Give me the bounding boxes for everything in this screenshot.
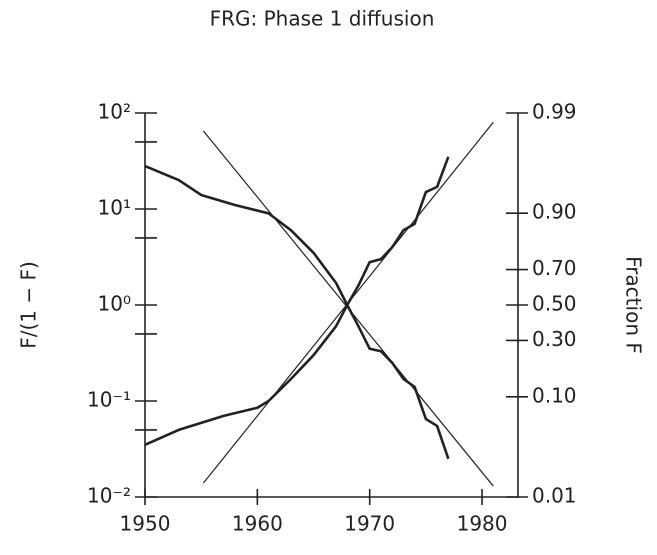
y2-tick-label: 0.50 [532,292,577,316]
x-tick-label: 1960 [232,512,283,536]
y2-tick-label: 0.01 [532,484,577,508]
y-tick-label: 10¹ [98,196,131,220]
y-tick-label: 10⁻² [87,484,131,508]
y2-tick-label: 0.99 [532,100,577,124]
y2-tick-label: 0.90 [532,200,577,224]
y2-axis-label: Fraction F [622,256,646,354]
series-line [202,130,494,487]
y2-tick-label: 0.10 [532,383,577,407]
x-tick-label: 1950 [120,512,171,536]
series-line [144,156,450,446]
axis-frame [144,113,519,498]
y-tick-label: 10² [98,100,131,124]
x-tick-label: 1970 [344,512,395,536]
series-line [144,164,450,460]
x-tick-label: 1980 [457,512,508,536]
y-axis-label: F/(1 − F) [17,261,41,349]
series-line [202,121,494,484]
chart-title: FRG: Phase 1 diffusion [210,7,435,31]
y2-tick-label: 0.30 [532,327,577,351]
y-tick-label: 10⁰ [98,292,131,316]
y-tick-label: 10⁻¹ [87,388,131,412]
y2-tick-label: 0.70 [532,256,577,280]
